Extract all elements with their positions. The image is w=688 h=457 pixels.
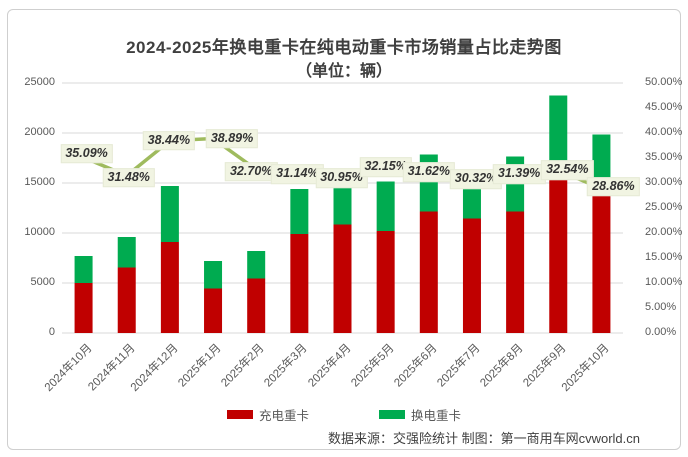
bar-charging-2025年3月 bbox=[290, 234, 309, 333]
bar-charging-2025年5月 bbox=[376, 231, 395, 333]
bar-charging-2024年10月 bbox=[74, 283, 93, 333]
right-axis-tick: 25.00% bbox=[645, 201, 683, 213]
left-axis-tick: 0 bbox=[48, 326, 55, 338]
bar-swap-2024年11月 bbox=[117, 237, 136, 268]
left-axis-tick: 15000 bbox=[24, 176, 55, 188]
right-axis-tick: 30.00% bbox=[645, 176, 683, 188]
bar-swap-2025年2月 bbox=[247, 251, 266, 279]
swap-share-label: 30.32% bbox=[449, 169, 503, 190]
right-axis-tick: 20.00% bbox=[645, 226, 683, 238]
bar-charging-2025年10月 bbox=[592, 192, 611, 333]
legend-label-swap-truck: 换电重卡 bbox=[411, 409, 462, 423]
swap-share-label: 31.14% bbox=[271, 164, 324, 185]
bar-charging-2025年8月 bbox=[506, 211, 525, 333]
left-axis-tick: 25000 bbox=[24, 76, 55, 88]
swap-share-label: 30.95% bbox=[315, 168, 368, 189]
bar-charging-2024年11月 bbox=[117, 267, 136, 333]
chart-title: 2024-2025年换电重卡在纯电动重卡市场销量占比走势图 bbox=[126, 38, 562, 57]
bar-swap-2024年10月 bbox=[74, 256, 93, 283]
swap-share-label: 31.39% bbox=[492, 164, 546, 184]
bar-charging-2025年2月 bbox=[247, 278, 266, 333]
right-axis-tick: 45.00% bbox=[645, 101, 683, 113]
bar-charging-2024年12月 bbox=[160, 242, 179, 333]
legend-label-charging-truck: 充电重卡 bbox=[258, 409, 309, 423]
left-axis-tick: 20000 bbox=[24, 126, 55, 138]
swap-share-label: 31.48% bbox=[102, 167, 155, 188]
bar-swap-2025年4月 bbox=[333, 176, 352, 225]
right-axis-tick: 50.00% bbox=[645, 76, 683, 88]
bar-swap-2025年9月 bbox=[549, 95, 568, 173]
right-axis-tick: 15.00% bbox=[645, 251, 683, 263]
legend-swatch-charging-truck bbox=[226, 410, 253, 419]
right-axis-tick: 40.00% bbox=[645, 126, 683, 138]
swap-share-label: 35.09% bbox=[60, 143, 113, 164]
data-source-note: 数据来源：交强险统计 制图：第一商用车网cvworld.cn bbox=[327, 431, 640, 446]
right-axis-tick: 5.00% bbox=[645, 301, 677, 313]
left-axis-tick: 5000 bbox=[30, 276, 55, 288]
legend-item-charging-truck: 充电重卡 bbox=[226, 405, 309, 424]
swap-share-label: 32.70% bbox=[224, 161, 278, 182]
bar-charging-2025年6月 bbox=[419, 211, 438, 333]
right-axis-tick: 35.00% bbox=[645, 151, 683, 163]
bar-swap-2025年1月 bbox=[204, 261, 223, 289]
swap-share-label: 32.54% bbox=[541, 160, 594, 181]
swap-share-label: 28.86% bbox=[587, 176, 640, 197]
bar-swap-2025年5月 bbox=[376, 181, 395, 231]
bar-swap-2025年3月 bbox=[290, 189, 309, 234]
bar-charging-2025年1月 bbox=[204, 288, 223, 333]
legend-swatch-swap-truck bbox=[379, 410, 405, 419]
bar-charging-2025年7月 bbox=[462, 218, 481, 333]
legend-item-swap-truck: 换电重卡 bbox=[379, 405, 461, 424]
bar-charging-2025年9月 bbox=[549, 173, 568, 333]
right-axis-tick: 10.00% bbox=[645, 276, 683, 288]
bar-swap-2025年7月 bbox=[462, 189, 481, 219]
legend: 充电重卡 换电重卡 bbox=[0, 405, 688, 424]
swap-share-label: 38.44% bbox=[142, 130, 196, 151]
chart-subtitle: （单位：辆） bbox=[295, 63, 392, 80]
bar-swap-2024年12月 bbox=[160, 186, 179, 242]
swap-share-label: 31.62% bbox=[402, 162, 455, 182]
left-axis-tick: 10000 bbox=[24, 226, 55, 238]
bar-charging-2025年4月 bbox=[333, 224, 352, 333]
swap-share-label: 32.15% bbox=[359, 157, 412, 178]
right-axis-tick: 0.00% bbox=[645, 326, 677, 338]
swap-share-label: 38.89% bbox=[205, 128, 259, 149]
